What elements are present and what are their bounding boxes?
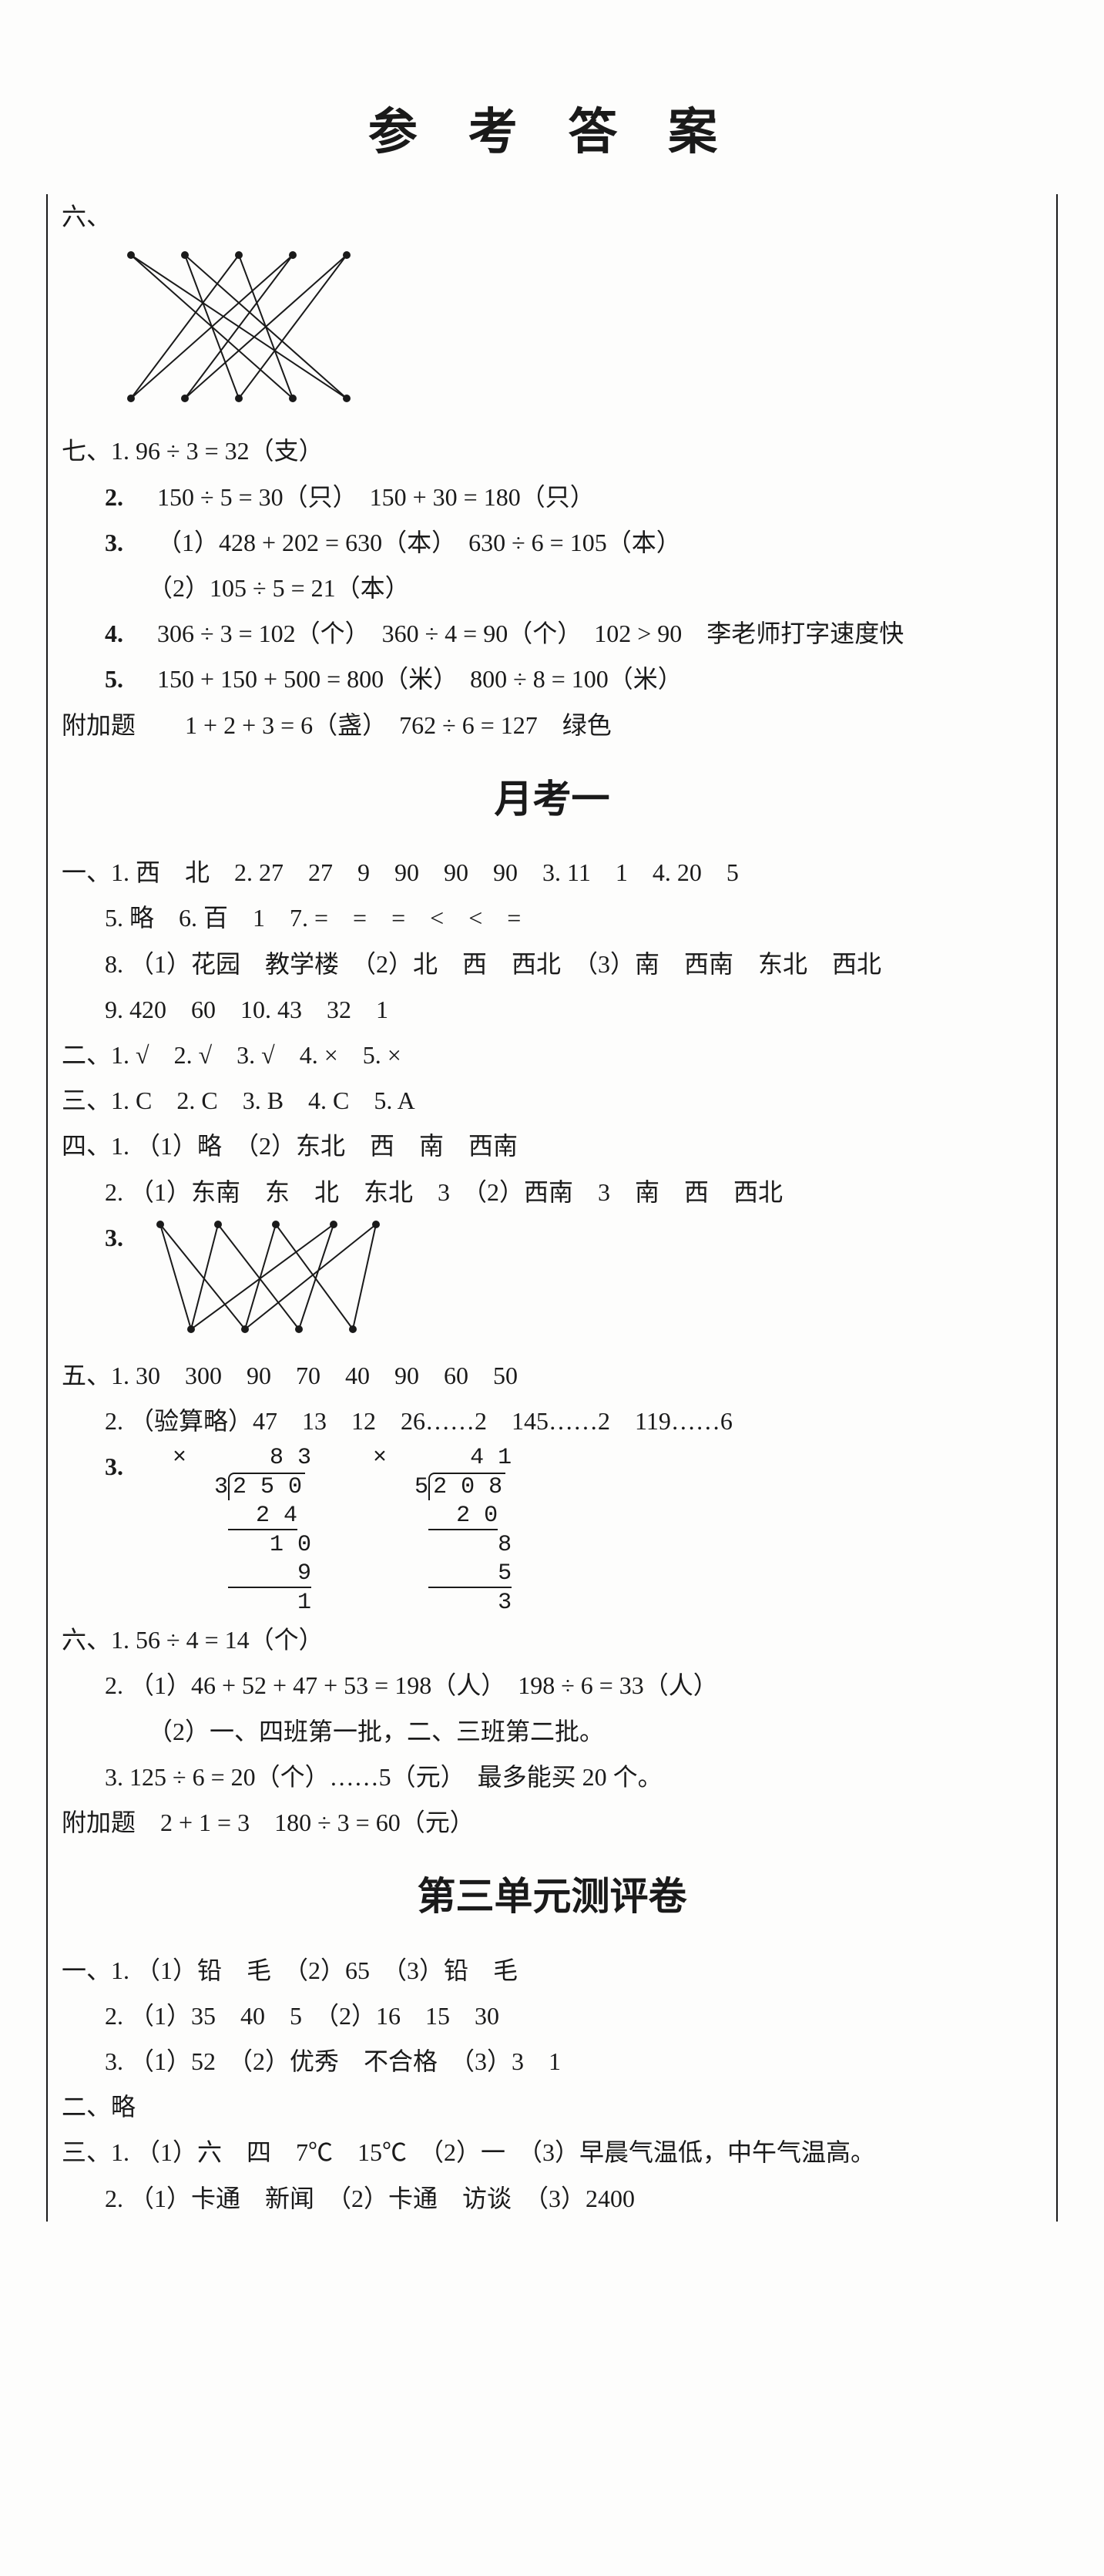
me-s1-l1: 一、1. 西 北 2. 27 27 9 90 90 90 3. 11 1 4. … [62,850,1042,895]
u3-s1-l1: 一、1. （1）铅 毛 （2）65 （3）铅 毛 [62,1948,1042,1993]
label-7-2: 2. [105,483,123,511]
u3-s3-l2: 2. （1）卡通 新闻 （2）卡通 访谈 （3）2400 [62,2176,1042,2222]
me-s4-l2: 2. （1）东南 东 北 东北 3 （2）西南 3 南 西 西北 [62,1170,1042,1215]
month-exam-title: 月考一 [62,764,1042,835]
label-7-4: 4. [105,620,123,647]
ans-7-1: 96 ÷ 3 = 32（支） [136,437,324,465]
me-s6-extra: 附加题 2 + 1 = 3 180 ÷ 3 = 60（元） [62,1800,1042,1846]
me-s2: 二、1. √ 2. √ 3. √ 4. × 5. × [62,1033,1042,1078]
matching-diagram-2 [145,1215,391,1338]
section-seven-line2: 2. 150 ÷ 5 = 30（只） 150 + 30 = 180（只） [62,475,1042,520]
ans-extra: 1 + 2 + 3 = 6（盏） 762 ÷ 6 = 127 绿色 [185,711,612,739]
me-s1-l4: 9. 420 60 10. 43 32 1 [62,987,1042,1033]
me-s6-l4: 3. 125 ÷ 6 = 20（个）……5（元） 最多能买 20 个。 [62,1755,1042,1800]
section-seven-line3b: （2）105 ÷ 5 = 21（本） [62,566,1042,611]
u3-s1-l3: 3. （1）52 （2）优秀 不合格 （3）3 1 [62,2039,1042,2084]
long-division: × 8 3 32 5 0 2 4 1 0 9 1 [173,1444,311,1617]
me-s4-l3-label: 3. [105,1224,123,1251]
ans-7-4: 306 ÷ 3 = 102（个） 360 ÷ 4 = 90（个） 102 > 9… [157,620,904,647]
long-division-group: × 8 3 32 5 0 2 4 1 0 9 1× 4 1 52 0 8 2 0… [173,1453,573,1480]
content-column: 六、 七、1. 96 ÷ 3 = 32（支） 2. 150 ÷ 5 = 30（只… [46,194,1058,2222]
me-s5-l3-label: 3. [105,1453,123,1480]
label-extra: 附加题 [62,711,136,739]
section-seven-line4: 4. 306 ÷ 3 = 102（个） 360 ÷ 4 = 90（个） 102 … [62,611,1042,657]
unit3-title: 第三单元测评卷 [62,1861,1042,1933]
page-title: 参 考 答 案 [46,92,1058,163]
u3-s1-l2: 2. （1）35 40 5 （2）16 15 30 [62,1993,1042,2039]
ans-7-2: 150 ÷ 5 = 30（只） 150 + 30 = 180（只） [157,483,595,511]
me-s6-l1: 六、1. 56 ÷ 4 = 14（个） [62,1617,1042,1663]
me-s5-l3: 3. × 8 3 32 5 0 2 4 1 0 9 1× 4 1 52 0 8 … [62,1444,1042,1617]
section-seven-line5: 5. 150 + 150 + 500 = 800（米） 800 ÷ 8 = 10… [62,657,1042,702]
ans-7-3b: （2）105 ÷ 5 = 21（本） [148,574,410,602]
label-7-5: 5. [105,665,123,693]
section-seven-line1: 七、1. 96 ÷ 3 = 32（支） [62,428,1042,474]
answer-key-page: 参 考 答 案 六、 七、1. 96 ÷ 3 = 32（支） 2. 150 ÷ … [0,0,1104,2576]
label-7-3: 3. [105,529,123,556]
long-division: × 4 1 52 0 8 2 0 8 5 3 [373,1444,512,1617]
matching-diagram-1 [108,246,1042,422]
ans-7-5: 150 + 150 + 500 = 800（米） 800 ÷ 8 = 100（米… [157,665,683,693]
me-s6-l3: （2）一、四班第一批，二、三班第二批。 [62,1709,1042,1755]
me-s6-l2: 2. （1）46 + 52 + 47 + 53 = 198（人） 198 ÷ 6… [62,1663,1042,1708]
section-six-label: 六、 [62,194,1042,240]
me-s4-l1: 四、1. （1）略 （2）东北 西 南 西南 [62,1123,1042,1169]
label-7-1: 七、1. [62,437,129,465]
me-s4-l3: 3. [62,1215,1042,1353]
me-s5-l2: 2. （验算略）47 13 12 26……2 145……2 119……6 [62,1399,1042,1444]
section-seven-extra: 附加题 1 + 2 + 3 = 6（盏） 762 ÷ 6 = 127 绿色 [62,703,1042,748]
me-s5-l1: 五、1. 30 300 90 70 40 90 60 50 [62,1353,1042,1399]
section-seven-line3a: 3. （1）428 + 202 = 630（本） 630 ÷ 6 = 105（本… [62,520,1042,566]
u3-s3-l1: 三、1. （1）六 四 7℃ 15℃ （2）一 （3）早晨气温低，中午气温高。 [62,2130,1042,2175]
me-s3: 三、1. C 2. C 3. B 4. C 5. A [62,1078,1042,1123]
me-s1-l2: 5. 略 6. 百 1 7. = = = < < = [62,895,1042,941]
ans-7-3a: （1）428 + 202 = 630（本） 630 ÷ 6 = 105（本） [157,529,681,556]
me-s1-l3: 8. （1）花园 教学楼 （2）北 西 西北 （3）南 西南 东北 西北 [62,942,1042,987]
u3-s2: 二、略 [62,2084,1042,2130]
